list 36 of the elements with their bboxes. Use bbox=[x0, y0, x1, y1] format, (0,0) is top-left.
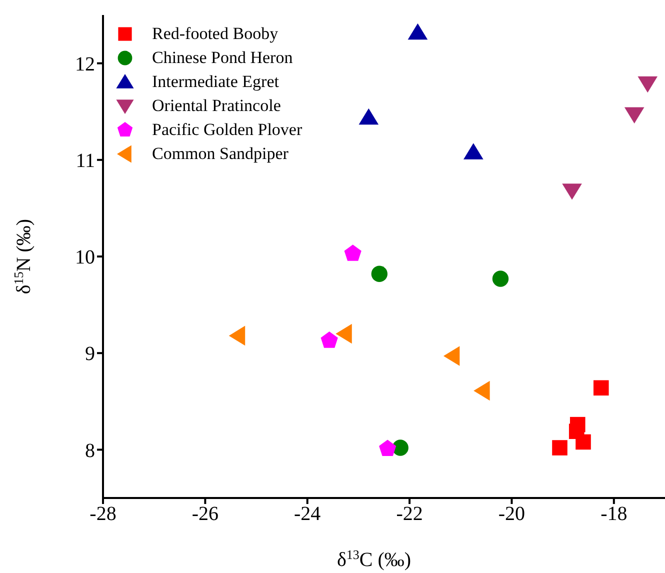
point bbox=[408, 23, 428, 40]
y-tick-label: 10 bbox=[75, 246, 95, 269]
point bbox=[464, 143, 484, 160]
point bbox=[336, 324, 352, 344]
point bbox=[492, 270, 509, 287]
point bbox=[228, 326, 246, 346]
x-tick-label: -22 bbox=[396, 503, 423, 526]
point bbox=[593, 380, 609, 396]
legend-label: Common Sandpiper bbox=[152, 144, 288, 164]
y-tick-label: 11 bbox=[76, 150, 95, 172]
legend-label: Pacific Golden Plover bbox=[152, 120, 302, 140]
legend-label: Oriental Pratincole bbox=[152, 96, 281, 116]
point bbox=[320, 332, 338, 348]
x-axis-title: δ$^{13}$C (‰) bbox=[336, 546, 412, 571]
point bbox=[474, 380, 490, 401]
legend-label: Intermediate Egret bbox=[152, 72, 279, 92]
x-tick-label: -26 bbox=[192, 503, 219, 526]
y-tick-label: 12 bbox=[75, 53, 95, 76]
point bbox=[562, 184, 582, 200]
legend-label: Chinese Pond Heron bbox=[152, 48, 293, 68]
x-tick-label: -28 bbox=[90, 503, 116, 526]
point bbox=[344, 244, 362, 261]
x-tick-label: -20 bbox=[498, 503, 526, 526]
point bbox=[638, 76, 658, 93]
point bbox=[371, 266, 388, 282]
x-tick-label: -24 bbox=[294, 503, 321, 526]
point bbox=[358, 108, 379, 125]
point bbox=[552, 440, 568, 456]
point bbox=[379, 440, 396, 456]
point bbox=[576, 434, 591, 450]
y-tick-label: 8 bbox=[85, 440, 95, 462]
x-tick-label: -18 bbox=[600, 503, 628, 526]
legend-label: Red-footed Booby bbox=[152, 24, 278, 44]
point bbox=[443, 346, 460, 366]
point bbox=[624, 107, 644, 124]
y-tick-label: 9 bbox=[85, 343, 95, 366]
